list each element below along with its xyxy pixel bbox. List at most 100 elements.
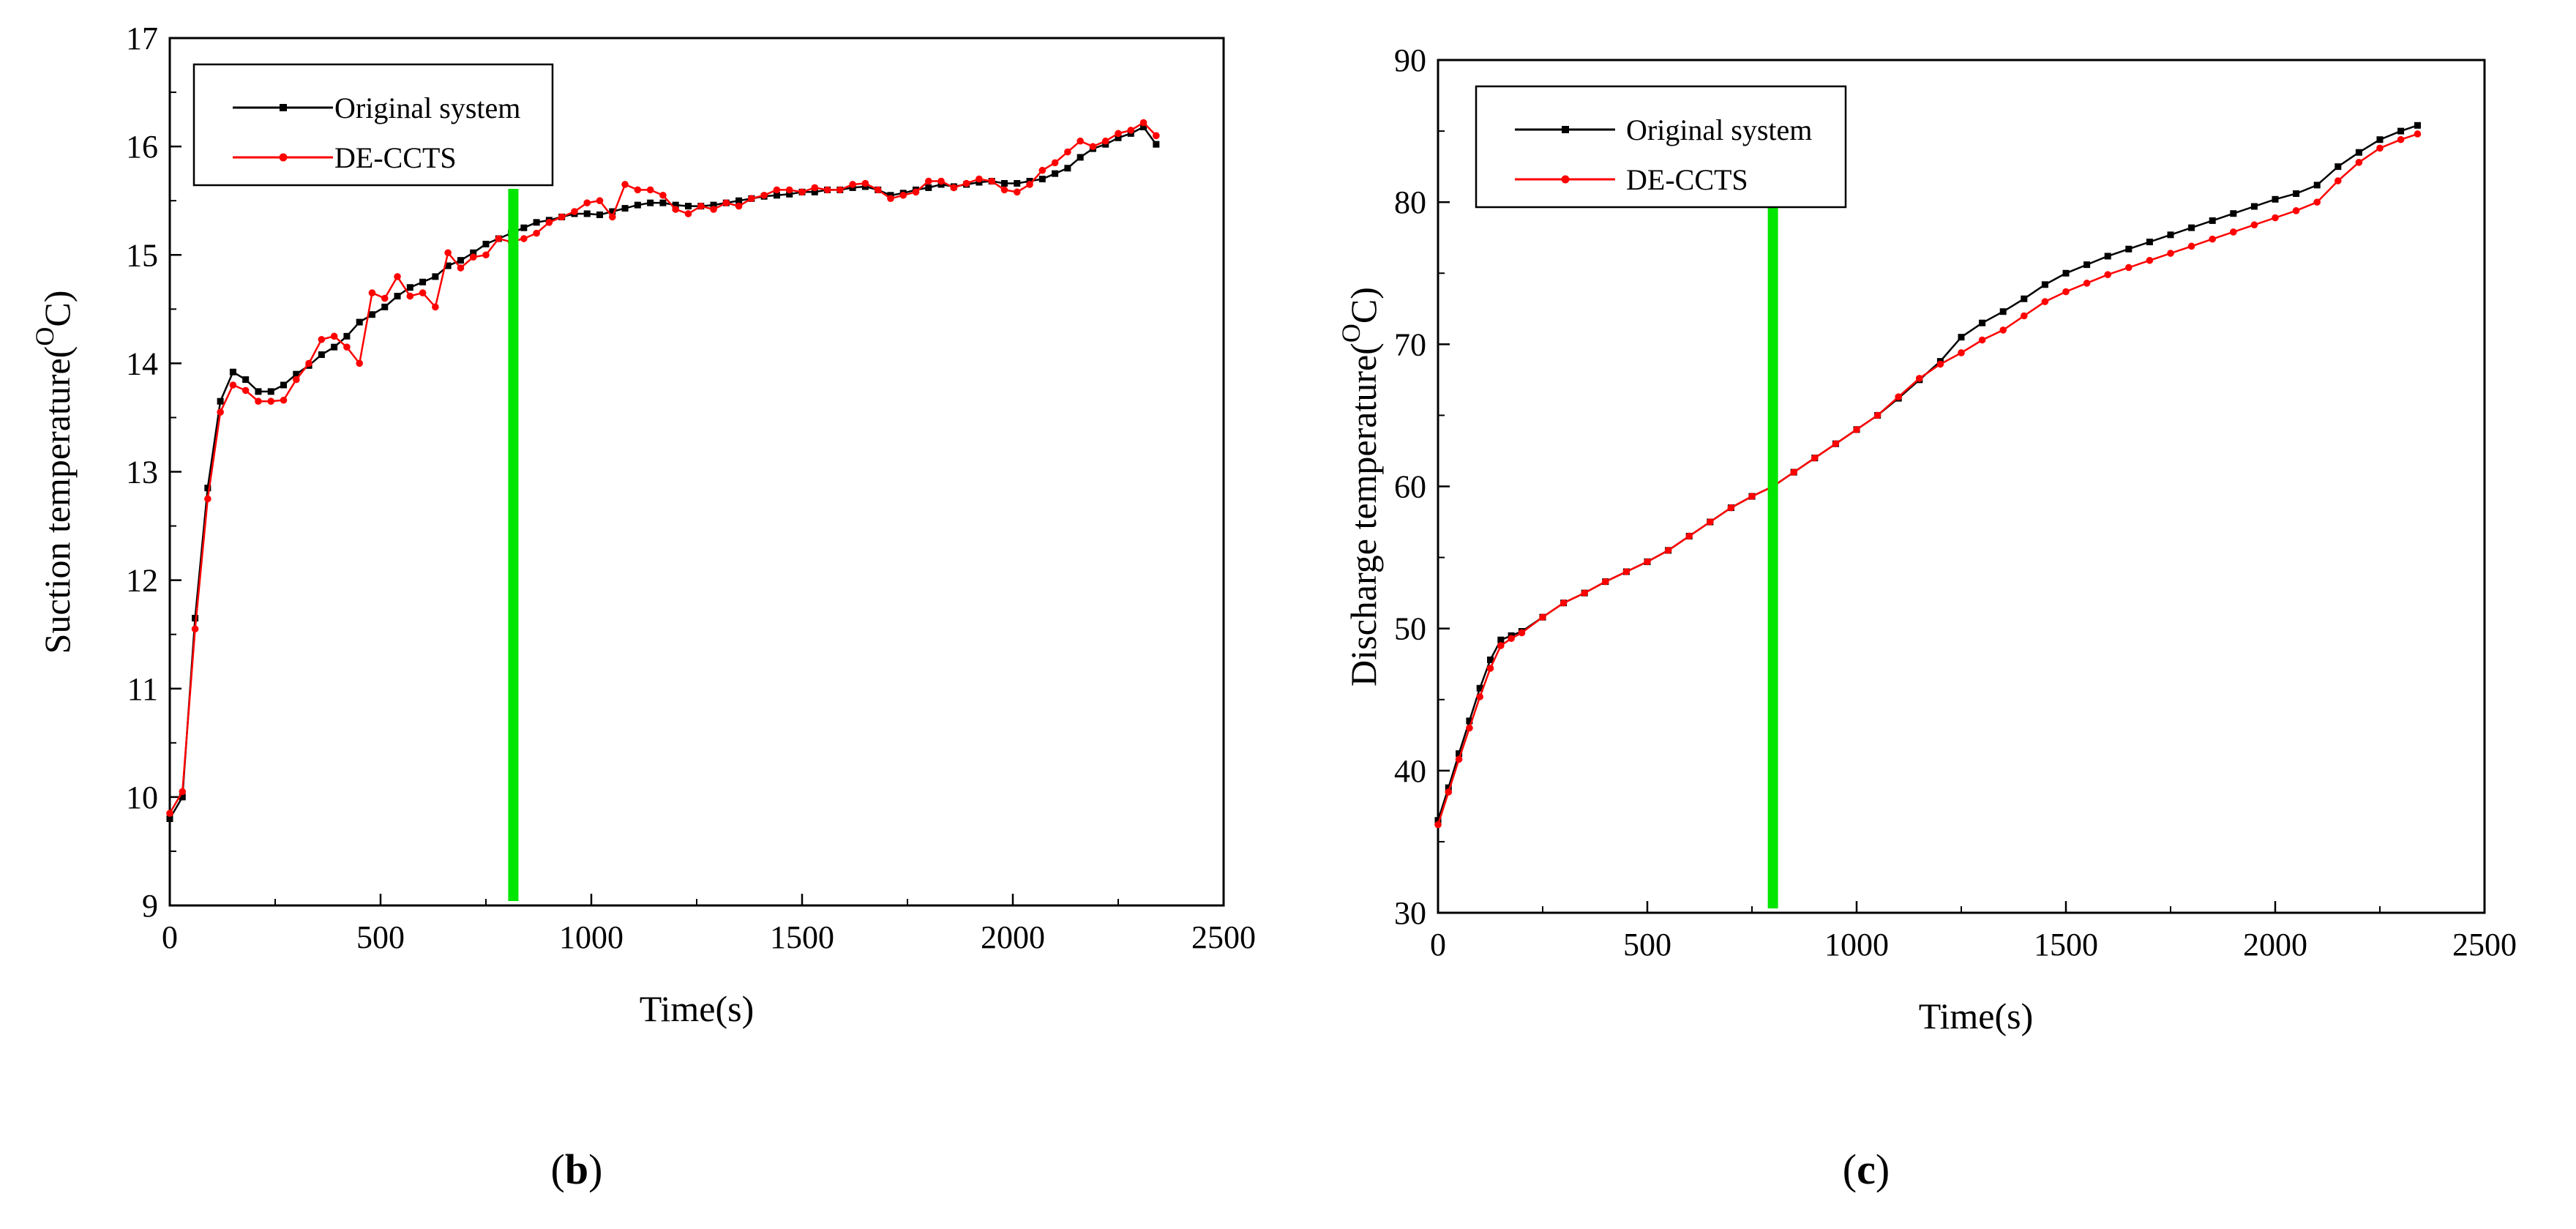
data-point-decc bbox=[1895, 393, 1902, 400]
data-point-original bbox=[432, 273, 439, 280]
data-point-decc bbox=[191, 625, 199, 633]
data-point-decc bbox=[1445, 788, 1453, 796]
data-point-decc bbox=[229, 381, 237, 389]
data-point-decc bbox=[760, 191, 768, 199]
data-point-decc bbox=[2167, 250, 2174, 257]
data-point-decc bbox=[242, 386, 250, 395]
data-point-original bbox=[609, 208, 616, 215]
y-tick-label: 70 bbox=[1394, 326, 1426, 362]
data-point-decc bbox=[2146, 256, 2154, 264]
x-tick-label: 1000 bbox=[1824, 927, 1889, 963]
data-point-decc bbox=[887, 195, 894, 203]
data-point-decc bbox=[1999, 326, 2007, 334]
data-point-decc bbox=[785, 186, 793, 194]
data-point-decc bbox=[672, 206, 679, 213]
data-point-original bbox=[331, 343, 338, 351]
data-point-original bbox=[1014, 179, 1021, 187]
y-tick-label: 60 bbox=[1394, 469, 1426, 505]
data-point-decc bbox=[1497, 642, 1505, 649]
data-point-decc bbox=[1644, 558, 1651, 566]
data-point-decc bbox=[659, 191, 667, 199]
data-point-decc bbox=[381, 294, 389, 302]
data-point-decc bbox=[1707, 518, 1714, 526]
x-tick-label: 1500 bbox=[2034, 927, 2098, 963]
y-tick-label: 13 bbox=[126, 455, 158, 490]
data-point-original bbox=[735, 197, 743, 204]
data-point-original bbox=[533, 219, 540, 226]
data-point-decc bbox=[2313, 198, 2321, 206]
data-point-decc bbox=[166, 810, 173, 817]
data-point-decc bbox=[1916, 375, 1923, 382]
data-point-decc bbox=[318, 335, 326, 343]
y-tick-label: 9 bbox=[142, 888, 158, 924]
data-point-decc bbox=[1790, 468, 1797, 476]
data-point-original bbox=[2230, 210, 2237, 217]
data-point-original bbox=[786, 190, 793, 198]
data-point-decc bbox=[1064, 148, 1071, 156]
data-point-decc bbox=[495, 235, 503, 242]
series-line-decc bbox=[1437, 132, 2418, 825]
y-tick-label: 30 bbox=[1394, 895, 1426, 931]
data-point-original bbox=[179, 793, 186, 801]
data-point-decc bbox=[1077, 137, 1084, 145]
series-group-b bbox=[166, 119, 1160, 822]
y-tick-label: 16 bbox=[126, 129, 158, 165]
data-point-original bbox=[1038, 176, 1046, 183]
y-tick-label: 17 bbox=[126, 20, 158, 56]
x-tick-label: 2000 bbox=[2243, 927, 2307, 963]
data-point-decc bbox=[204, 495, 211, 503]
data-point-decc bbox=[634, 186, 642, 194]
data-point-decc bbox=[2414, 130, 2422, 138]
data-point-decc bbox=[1089, 143, 1097, 150]
data-point-original bbox=[381, 303, 389, 310]
data-point-original bbox=[2250, 203, 2258, 210]
data-point-decc bbox=[976, 175, 983, 183]
data-point-original bbox=[267, 388, 274, 395]
data-point-original bbox=[166, 815, 173, 822]
data-point-decc bbox=[2272, 214, 2279, 222]
data-point-original bbox=[773, 192, 780, 199]
data-point-original bbox=[1487, 656, 1494, 663]
series-line-original bbox=[168, 125, 1157, 820]
x-tick-label: 2500 bbox=[2452, 927, 2517, 963]
chart-panel-c: 0 500 1000 1500 2000 2500 30 40 50 60 70 80 90 Origi… bbox=[1336, 42, 2517, 1193]
data-point-original bbox=[242, 376, 250, 384]
data-point-decc bbox=[937, 177, 945, 185]
data-point-decc bbox=[419, 289, 427, 296]
data-point-decc bbox=[874, 186, 882, 194]
x-tick-label: 500 bbox=[356, 919, 405, 955]
data-point-decc bbox=[2187, 242, 2195, 250]
data-point-original bbox=[1466, 717, 1473, 725]
data-point-decc bbox=[444, 249, 452, 257]
data-point-original bbox=[2125, 245, 2133, 253]
data-point-decc bbox=[1508, 635, 1515, 643]
data-point-original bbox=[419, 278, 427, 285]
data-point-decc bbox=[2334, 177, 2342, 184]
data-point-decc bbox=[1051, 159, 1059, 167]
data-point-original bbox=[368, 311, 375, 318]
data-point-decc bbox=[1153, 132, 1160, 140]
data-point-original bbox=[1999, 308, 2007, 315]
data-point-decc bbox=[343, 343, 351, 351]
data-point-decc bbox=[533, 229, 540, 237]
y-tick-label: 15 bbox=[126, 237, 158, 273]
data-point-original bbox=[1077, 154, 1084, 161]
data-point-decc bbox=[482, 251, 490, 259]
data-point-decc bbox=[836, 186, 844, 194]
data-point-decc bbox=[1832, 440, 1840, 448]
legend-marker-original-b bbox=[280, 104, 287, 111]
data-point-decc bbox=[1466, 724, 1473, 732]
data-point-original bbox=[1497, 636, 1505, 643]
data-point-decc bbox=[1038, 166, 1046, 174]
x-axis-title-c: Time(s) bbox=[1919, 995, 2034, 1036]
data-point-decc bbox=[596, 197, 604, 204]
legend-marker-original-c bbox=[1562, 126, 1569, 133]
data-point-decc bbox=[1486, 665, 1494, 672]
data-point-decc bbox=[1622, 568, 1630, 575]
y-tick-label: 14 bbox=[126, 345, 158, 381]
data-point-original bbox=[1064, 165, 1071, 172]
data-point-original bbox=[2313, 182, 2321, 189]
data-point-decc bbox=[621, 181, 629, 188]
data-point-original bbox=[1115, 134, 1122, 141]
